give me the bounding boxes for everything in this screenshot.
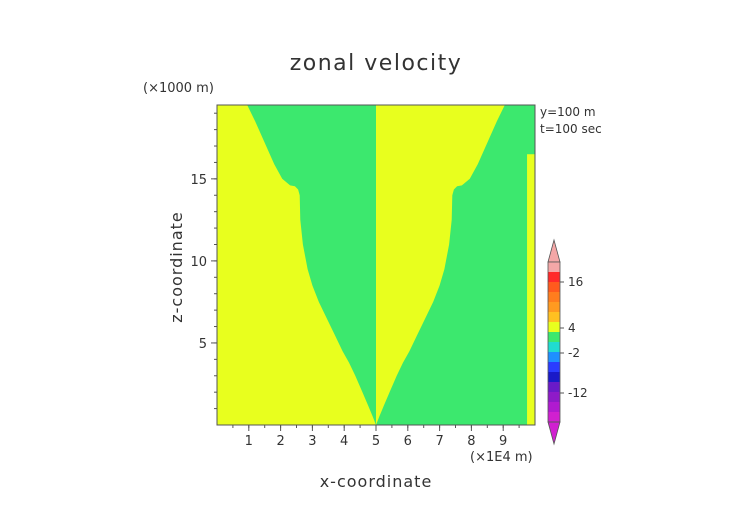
region-positive-edge [527, 154, 535, 425]
colorbar-segment [548, 292, 560, 302]
colorbar-top-arrow [547, 238, 561, 263]
colorbar-segment [548, 372, 560, 382]
chart-title: zonal velocity [290, 51, 463, 76]
y-tick-label: 5 [199, 337, 207, 352]
x-unit-label: (×1E4 m) [470, 450, 533, 465]
x-axis-label: x-coordinate [320, 472, 433, 491]
colorbar-segment [548, 382, 560, 392]
colorbar-segment [548, 392, 560, 402]
region-negative-left [247, 105, 376, 425]
x-tick-label: 3 [308, 434, 316, 449]
annotation-t: t=100 sec [540, 122, 602, 136]
x-tick-label: 5 [372, 434, 380, 449]
x-tick-label: 8 [467, 434, 475, 449]
colorbar-segment [548, 272, 560, 282]
x-axis: 1 2 3 4 5 6 7 8 9 [232, 425, 520, 449]
x-tick-label: 9 [499, 434, 507, 449]
colorbar-segment [548, 402, 560, 412]
y-tick-label: 10 [190, 255, 207, 270]
y-axis-label: z-coordinate [167, 211, 186, 323]
x-tick-label: 6 [404, 434, 412, 449]
colorbar: 16 4 -2 -12 [547, 238, 588, 446]
colorbar-segment [548, 312, 560, 322]
y-axis: 5 10 15 [190, 112, 217, 410]
x-tick-label: 2 [276, 434, 284, 449]
x-tick-label: 4 [340, 434, 348, 449]
colorbar-segment [548, 362, 560, 372]
colorbar-bottom-arrow [547, 421, 561, 446]
colorbar-label: -12 [568, 386, 588, 400]
x-tick-label: 7 [435, 434, 443, 449]
colorbar-segment [548, 332, 560, 342]
colorbar-segment [548, 282, 560, 292]
colorbar-segment [548, 342, 560, 352]
y-unit-label: (×1000 m) [143, 81, 214, 96]
colorbar-label: 16 [568, 275, 583, 289]
heatmap-area [216, 104, 536, 426]
colorbar-label: -2 [568, 346, 580, 360]
colorbar-segment [548, 262, 560, 272]
colorbar-segment [548, 322, 560, 332]
region-positive-right [376, 105, 505, 425]
colorbar-segment [548, 352, 560, 362]
colorbar-frame [547, 261, 561, 423]
colorbar-segment [548, 412, 560, 422]
y-tick-label: 15 [190, 173, 207, 188]
x-tick-label: 1 [245, 434, 253, 449]
colorbar-label: 4 [568, 321, 576, 335]
annotation-y: y=100 m [540, 105, 596, 119]
colorbar-segment [548, 302, 560, 312]
